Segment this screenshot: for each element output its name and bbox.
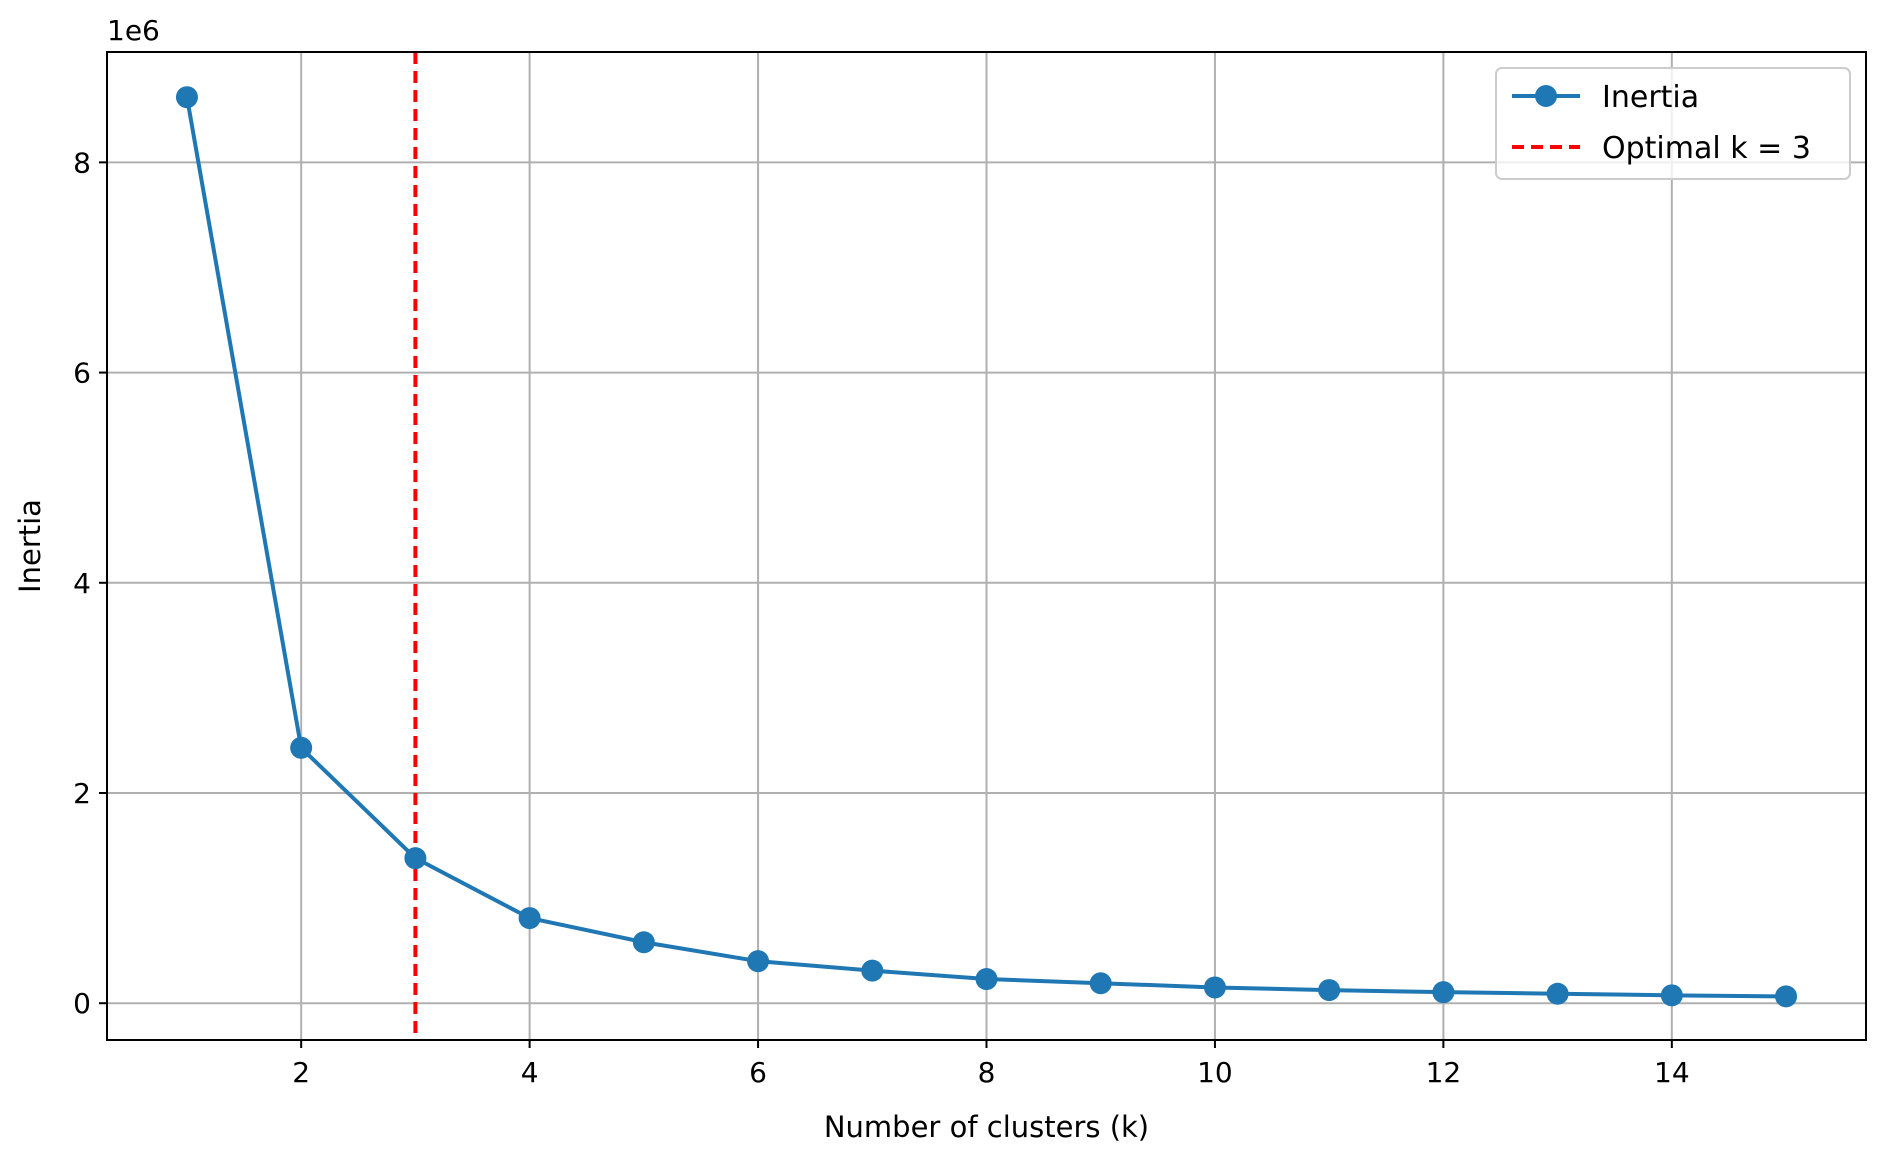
x-tick-label: 14 (1654, 1056, 1690, 1089)
x-tick-label: 10 (1197, 1056, 1233, 1089)
data-series (175, 86, 1798, 1008)
data-point (1546, 982, 1569, 1005)
legend: Inertia Optimal k = 3 (1495, 67, 1851, 180)
legend-marker-inertia (1535, 85, 1557, 107)
data-point (175, 86, 198, 109)
data-point (1660, 984, 1683, 1007)
x-tick-label: 12 (1426, 1056, 1462, 1089)
y-tick-label: 0 (73, 987, 91, 1020)
y-tick-label: 4 (73, 567, 91, 600)
legend-label-optimal-k: Optimal k = 3 (1602, 131, 1811, 166)
data-point (975, 968, 998, 991)
axis-ticks: 2 4 6 8 10 12 14 0 2 4 6 8 (73, 146, 1689, 1089)
data-point (1318, 979, 1341, 1002)
data-point (518, 907, 541, 930)
data-point (404, 847, 427, 870)
data-point (747, 950, 770, 973)
x-tick-label: 6 (749, 1056, 767, 1089)
grid-lines (107, 52, 1866, 1040)
y-axis-label: Inertia (13, 499, 47, 593)
x-axis-label: Number of clusters (k) (824, 1110, 1149, 1144)
x-tick-label: 2 (292, 1056, 310, 1089)
data-point (1203, 976, 1226, 999)
y-tick-label: 2 (73, 777, 91, 810)
y-offset-label: 1e6 (107, 14, 160, 47)
data-point (1432, 981, 1455, 1004)
data-point (1089, 972, 1112, 995)
x-tick-label: 8 (978, 1056, 996, 1089)
y-tick-label: 6 (73, 357, 91, 390)
data-point (632, 931, 655, 954)
x-tick-label: 4 (521, 1056, 539, 1089)
y-tick-label: 8 (73, 146, 91, 179)
data-point (290, 736, 313, 759)
legend-box (1495, 67, 1851, 180)
legend-label-inertia: Inertia (1602, 80, 1699, 115)
data-point (861, 959, 884, 982)
data-point (1775, 985, 1798, 1008)
